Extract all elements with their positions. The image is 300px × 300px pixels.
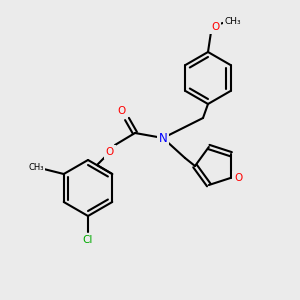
Text: O: O xyxy=(106,147,114,157)
Text: CH₃: CH₃ xyxy=(28,163,44,172)
Text: O: O xyxy=(118,106,126,116)
Text: O: O xyxy=(211,22,219,32)
Text: CH₃: CH₃ xyxy=(225,17,241,26)
Text: O: O xyxy=(234,173,242,183)
Text: Cl: Cl xyxy=(83,235,93,245)
Text: N: N xyxy=(159,131,167,145)
